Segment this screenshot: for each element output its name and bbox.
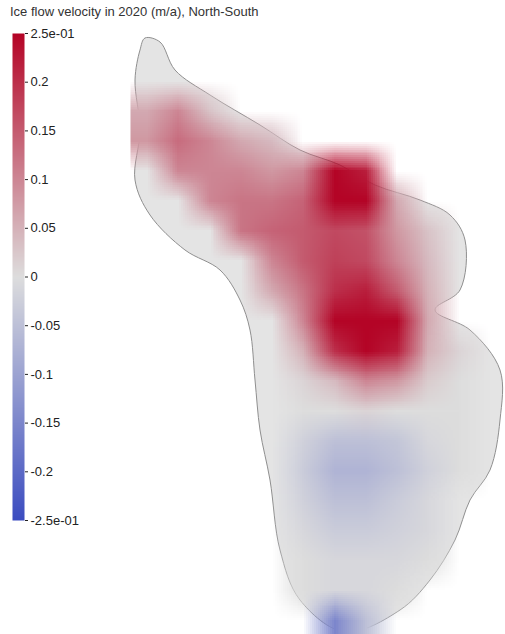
html-text:Ice flow velocity in 2020 (m/a: Ice flow velocity in 2020 (m/a), North-S…: [10, 4, 259, 19]
svg-text:0.1: 0.1: [31, 172, 49, 187]
svg-text:0.2: 0.2: [31, 74, 49, 89]
svg-text:0: 0: [31, 269, 38, 284]
svg-text:-0.2: -0.2: [31, 464, 53, 479]
svg-text:-0.05: -0.05: [31, 318, 61, 333]
svg-text:2.5e-01: 2.5e-01: [31, 26, 75, 41]
svg-text:-2.5e-01: -2.5e-01: [31, 513, 79, 528]
svg-text:0.05: 0.05: [31, 220, 56, 235]
svg-text:-0.15: -0.15: [31, 415, 61, 430]
svg-text:-0.1: -0.1: [31, 367, 53, 382]
svg-text:0.15: 0.15: [31, 123, 56, 138]
